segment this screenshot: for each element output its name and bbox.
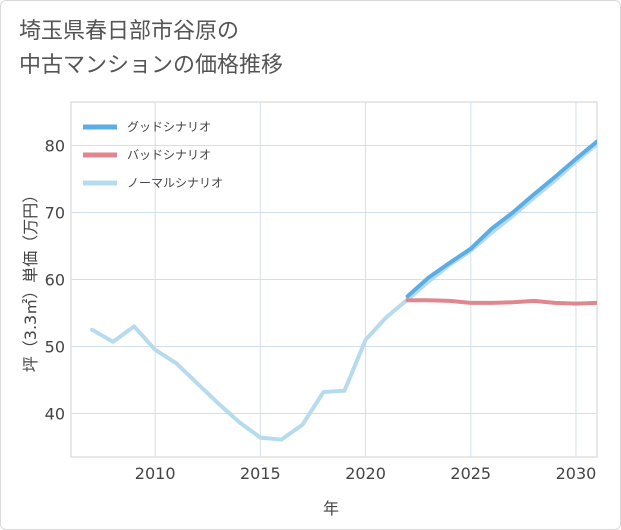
y-tick-label: 70 (45, 204, 65, 223)
y-tick-label: 40 (45, 404, 65, 423)
x-tick-label: 2020 (345, 464, 386, 483)
legend-label-0: グッドシナリオ (127, 120, 211, 134)
chart-title-line-2: 中古マンションの価格推移 (19, 53, 284, 78)
x-tick-label: 2025 (450, 464, 491, 483)
x-axis-label: 年 (323, 499, 339, 518)
x-tick-label: 2010 (135, 464, 176, 483)
series-line-2 (90, 142, 597, 442)
chart-title: 埼玉県春日部市谷原の 中古マンションの価格推移 (19, 15, 283, 83)
series-line-0 (405, 139, 597, 299)
legend-label-1: バッドシナリオ (127, 148, 211, 162)
x-tick-label: 2015 (240, 464, 281, 483)
y-axis-label: 坪（3.3㎡）単価（万円） (21, 187, 40, 372)
legend-label-2: ノーマルシナリオ (127, 176, 223, 190)
y-tick-label: 80 (45, 137, 65, 156)
y-tick-label: 50 (45, 337, 65, 356)
y-tick-label: 60 (45, 271, 65, 290)
x-tick-label: 2030 (556, 464, 597, 483)
chart-title-line-1: 埼玉県春日部市谷原の (19, 19, 240, 44)
series-line-1 (405, 298, 597, 306)
